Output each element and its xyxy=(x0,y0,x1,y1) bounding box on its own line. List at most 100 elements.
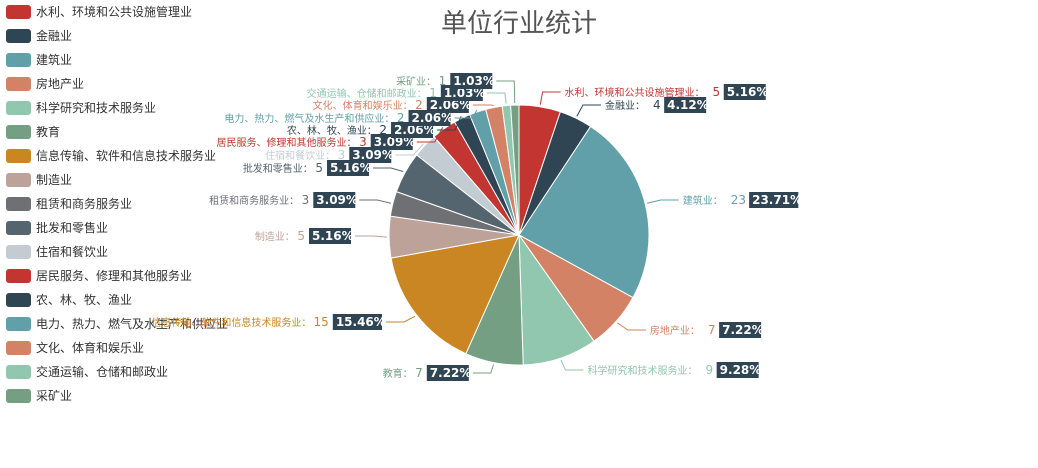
legend-swatch xyxy=(6,293,31,307)
label-percent-box xyxy=(749,192,799,208)
legend-label: 建筑业 xyxy=(36,52,72,67)
label-value: 1 xyxy=(429,86,437,100)
label-value: 2 xyxy=(415,98,423,112)
pie-slice[interactable] xyxy=(518,125,650,299)
label-percent-box xyxy=(723,84,766,100)
label-value: 3 xyxy=(302,193,310,207)
legend-label: 农、林、牧、渔业 xyxy=(36,293,132,307)
slice-label: 金融业： 4 4.12% xyxy=(576,97,709,117)
slice-label: 房地产业： 7 7.22% xyxy=(617,322,764,338)
legend-swatch xyxy=(6,101,31,115)
label-name: 金融业： xyxy=(605,99,645,112)
label-percent: 2.06% xyxy=(394,123,436,137)
legend-swatch xyxy=(6,29,31,43)
label-line xyxy=(486,92,507,104)
label-percent: 1.03% xyxy=(444,86,486,100)
legend-swatch xyxy=(6,53,31,67)
legend-swatch xyxy=(6,149,31,163)
legend-item[interactable]: 制造业 xyxy=(6,173,72,187)
label-value: 5 xyxy=(297,229,305,243)
legend-item[interactable]: 房地产业 xyxy=(6,76,84,91)
legend-item[interactable]: 住宿和餐饮业 xyxy=(6,244,108,259)
label-name: 住宿和餐饮业： xyxy=(265,149,335,162)
legend-item[interactable]: 信息传输、软件和信息技术服务业 xyxy=(6,148,216,163)
label-line xyxy=(395,143,424,156)
label-value: 1 xyxy=(439,74,447,88)
legend-item[interactable]: 文化、体育和娱乐业 xyxy=(6,340,144,355)
legend-label: 采矿业 xyxy=(36,389,72,403)
slice-label: 建筑业： 23 23.71% xyxy=(647,192,802,208)
legend-swatch xyxy=(6,125,31,139)
slice-label: 科学研究和技术服务业： 9 9.28% xyxy=(560,359,761,378)
label-name: 教育： xyxy=(383,367,413,380)
pie-slice[interactable] xyxy=(390,234,520,355)
pie-slices xyxy=(388,104,650,366)
label-name: 文化、体育和娱乐业： xyxy=(313,99,413,112)
label-percent-box xyxy=(719,322,762,338)
legend-label: 金融业 xyxy=(36,28,72,43)
label-line xyxy=(386,315,416,323)
label-name: 批发和零售业： xyxy=(243,162,313,175)
label-name: 水利、环境和公共设施管理业： xyxy=(565,86,705,99)
label-percent-box xyxy=(408,110,451,126)
label-line xyxy=(496,80,516,104)
label-line xyxy=(576,104,601,117)
label-line xyxy=(359,199,391,204)
legend-item[interactable]: 居民服务、修理和其他服务业 xyxy=(6,268,192,283)
legend-label: 房地产业 xyxy=(36,76,84,91)
legend-item[interactable]: 交通运输、仓储和邮政业 xyxy=(6,364,168,379)
label-value: 9 xyxy=(705,363,713,377)
legend-item[interactable]: 农、林、牧、渔业 xyxy=(6,293,132,307)
label-line xyxy=(647,199,679,204)
label-name: 居民服务、修理和其他服务业： xyxy=(217,136,357,149)
legend: 水利、环境和公共设施管理业金融业建筑业房地产业科学研究和技术服务业教育信息传输、… xyxy=(6,4,228,403)
label-percent: 5.16% xyxy=(312,229,354,243)
label-name: 交通运输、仓储和邮政业： xyxy=(307,87,427,100)
label-name: 科学研究和技术服务业： xyxy=(587,364,697,377)
label-line xyxy=(617,322,646,331)
slice-labels: 水利、环境和公共设施管理业： 5 5.16% 金融业： 4 4.12% 建筑业： 23 23.7… xyxy=(151,73,802,381)
legend-label: 租赁和商务服务业 xyxy=(36,196,132,211)
label-value: 7 xyxy=(415,366,423,380)
legend-swatch xyxy=(6,389,31,403)
label-percent: 2.06% xyxy=(430,98,472,112)
label-percent: 15.46% xyxy=(336,315,386,329)
legend-item[interactable]: 教育 xyxy=(6,124,60,139)
label-percent-box xyxy=(332,314,383,330)
label-percent-box xyxy=(349,147,392,163)
label-percent-box xyxy=(450,73,493,89)
label-percent: 7.22% xyxy=(430,366,472,380)
legend-item[interactable]: 租赁和商务服务业 xyxy=(6,196,132,211)
label-name: 租赁和商务服务业： xyxy=(209,194,299,207)
legend-item[interactable]: 批发和零售业 xyxy=(6,220,108,235)
legend-item[interactable]: 建筑业 xyxy=(6,52,72,67)
legend-item[interactable]: 电力、热力、燃气及水生产和供应业 xyxy=(6,316,228,331)
legend-item[interactable]: 采矿业 xyxy=(6,389,72,403)
legend-item[interactable]: 科学研究和技术服务业 xyxy=(6,100,156,115)
legend-label: 电力、热力、燃气及水生产和供应业 xyxy=(36,316,228,331)
label-value: 2 xyxy=(397,111,405,125)
legend-item[interactable]: 金融业 xyxy=(6,28,72,43)
label-value: 4 xyxy=(653,98,661,112)
label-value: 3 xyxy=(338,148,346,162)
legend-label: 教育 xyxy=(36,124,60,139)
legend-item[interactable]: 水利、环境和公共设施管理业 xyxy=(6,4,192,19)
label-line xyxy=(437,116,462,131)
label-percent: 4.12% xyxy=(667,98,709,112)
label-line xyxy=(416,126,444,143)
label-percent: 3.09% xyxy=(374,135,416,149)
label-value: 5 xyxy=(713,85,721,99)
label-percent-box xyxy=(309,228,352,244)
pie-slice[interactable] xyxy=(510,104,520,236)
label-percent-box xyxy=(327,160,370,176)
legend-label: 水利、环境和公共设施管理业 xyxy=(36,4,192,19)
label-value: 23 xyxy=(731,193,746,207)
label-line xyxy=(472,364,494,374)
legend-label: 交通运输、仓储和邮政业 xyxy=(36,364,168,379)
